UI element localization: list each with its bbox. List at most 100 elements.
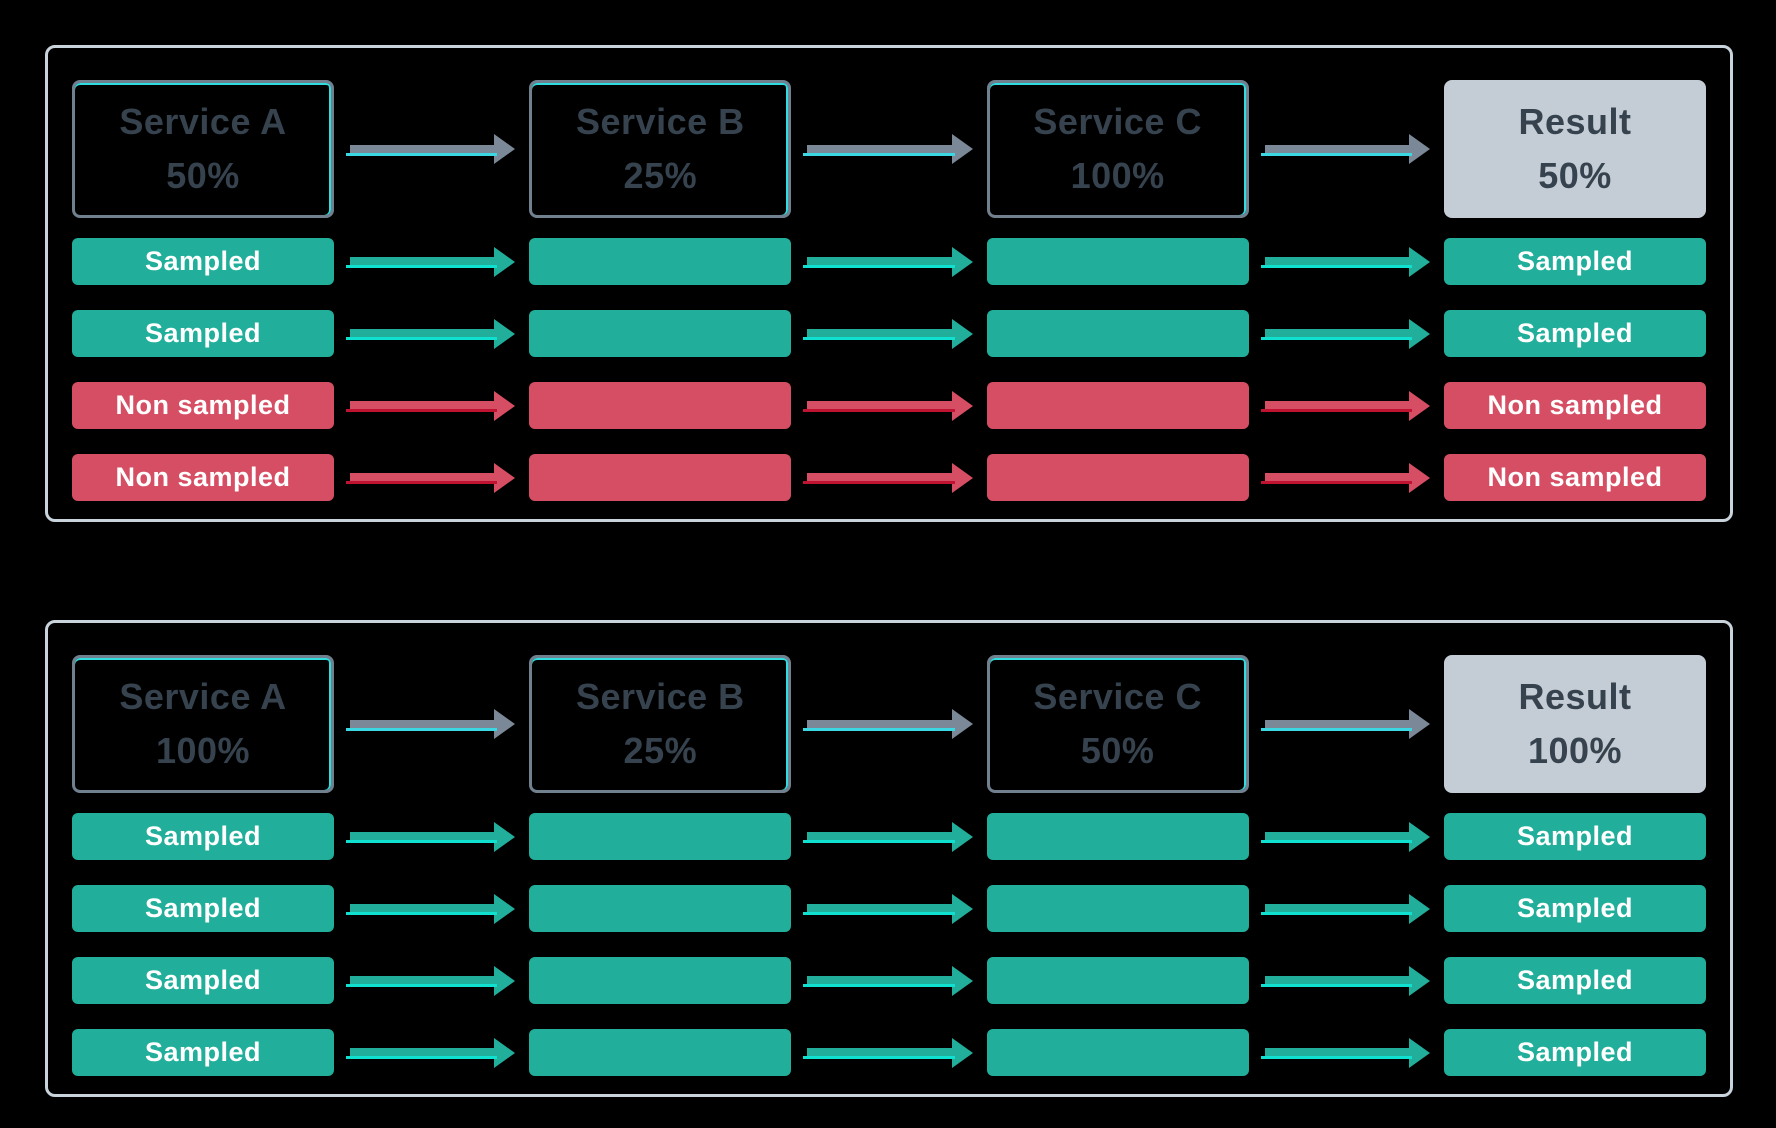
arrow-head-icon (1408, 246, 1430, 277)
arrow-head-icon (494, 1037, 516, 1068)
trace-status-pill: Non sampled (1443, 382, 1706, 429)
trace-bar (529, 310, 792, 357)
arrow-head-icon (951, 318, 973, 349)
arrow-shaft (803, 401, 955, 412)
flow-arrow (345, 462, 516, 493)
arrow-shaft (803, 719, 955, 731)
flow-arrow (803, 246, 973, 277)
flow-arrow (803, 462, 973, 493)
arrow-shaft (1260, 904, 1413, 915)
flow-arrow (345, 134, 516, 164)
arrow-head-icon (1408, 390, 1430, 421)
flow-arrow (803, 965, 973, 996)
trace-status-pill: Sampled (72, 957, 334, 1004)
trace-row: Sampled Sampled (72, 1029, 1706, 1076)
service-rate: 50% (166, 155, 240, 196)
trace-status-label: Non sampled (1487, 462, 1663, 492)
arrow-head-icon (951, 134, 973, 164)
flow-arrow (345, 893, 516, 924)
flow-arrow (1260, 462, 1430, 493)
flow-arrow (345, 390, 516, 421)
arrow-head-icon (951, 893, 973, 924)
trace-status-label: Sampled (144, 318, 262, 348)
trace-bar (986, 454, 1249, 501)
trace-status-label: Non sampled (115, 390, 291, 420)
service-a-node: Service A 100% (72, 655, 334, 793)
flow-arrow (1260, 134, 1430, 164)
trace-status-label: Sampled (144, 965, 262, 995)
trace-status-pill: Non sampled (72, 382, 334, 429)
arrow-shaft (803, 1048, 955, 1059)
arrow-shaft (345, 144, 498, 156)
service-label: Service A (119, 676, 287, 717)
trace-status-label: Sampled (144, 893, 262, 923)
result-node: Result 50% (1443, 80, 1706, 218)
arrow-head-icon (494, 893, 516, 924)
flow-arrow (1260, 390, 1430, 421)
trace-status-pill: Sampled (1443, 885, 1706, 932)
trace-row: Sampled Sampled (72, 238, 1706, 285)
result-rate: 50% (1538, 155, 1612, 196)
arrow-shaft (345, 401, 498, 412)
trace-row: Non sampled Non sampled (72, 382, 1706, 429)
arrow-shaft (1260, 832, 1413, 843)
trace-status-label: Sampled (144, 1037, 262, 1067)
trace-bar (529, 238, 792, 285)
arrow-shaft (803, 832, 955, 843)
flow-arrow (1260, 1037, 1430, 1068)
flow-arrow (345, 1037, 516, 1068)
trace-bar (529, 813, 792, 860)
trace-status-pill: Sampled (72, 310, 334, 357)
flow-arrow (345, 821, 516, 852)
arrow-head-icon (1408, 893, 1430, 924)
trace-status-label: Sampled (1516, 318, 1633, 348)
sampling-scenario-1-panel: Service A 50% Service B 25% Service C 10… (45, 45, 1733, 522)
arrow-shaft (803, 257, 955, 268)
service-c-node: Service C 100% (986, 80, 1249, 218)
arrow-shaft (345, 329, 498, 340)
arrow-head-icon (494, 318, 516, 349)
arrow-head-icon (1408, 134, 1430, 164)
trace-bar (529, 1029, 792, 1076)
trace-status-pill: Sampled (72, 813, 334, 860)
trace-status-pill: Sampled (1443, 957, 1706, 1004)
arrow-shaft (1260, 719, 1413, 731)
service-a-node: Service A 50% (72, 80, 334, 218)
trace-status-pill: Sampled (1443, 310, 1706, 357)
flow-arrow (1260, 965, 1430, 996)
flow-arrow (803, 709, 973, 739)
arrow-head-icon (494, 246, 516, 277)
trace-bar (986, 382, 1249, 429)
arrow-shaft (803, 904, 955, 915)
trace-bar (986, 957, 1249, 1004)
arrow-shaft (345, 1048, 498, 1059)
service-label: Service B (576, 676, 745, 717)
trace-status-pill: Sampled (1443, 1029, 1706, 1076)
trace-row: Sampled Sampled (72, 813, 1706, 860)
arrow-head-icon (1408, 821, 1430, 852)
services-row: Service A 50% Service B 25% Service C 10… (72, 80, 1706, 218)
service-label: Service A (119, 101, 287, 142)
arrow-head-icon (494, 134, 516, 164)
arrow-shaft (345, 719, 498, 731)
trace-status-label: Non sampled (115, 462, 291, 492)
service-label: Service C (1033, 676, 1202, 717)
trace-bar (986, 238, 1249, 285)
arrow-head-icon (951, 821, 973, 852)
arrow-shaft (345, 257, 498, 268)
trace-status-pill: Non sampled (1443, 454, 1706, 501)
sampling-scenario-2-panel: Service A 100% Service B 25% Service C 5… (45, 620, 1733, 1097)
arrow-head-icon (951, 462, 973, 493)
trace-status-label: Sampled (1516, 965, 1633, 995)
arrow-shaft (803, 976, 955, 987)
trace-status-label: Sampled (1516, 821, 1633, 851)
arrow-head-icon (951, 246, 973, 277)
trace-bar (529, 382, 792, 429)
service-rate: 25% (623, 155, 698, 196)
trace-row: Sampled Sampled (72, 957, 1706, 1004)
arrow-shaft (1260, 473, 1413, 484)
arrow-shaft (345, 832, 498, 843)
arrow-head-icon (1408, 709, 1430, 739)
arrow-shaft (345, 473, 498, 484)
arrow-head-icon (951, 965, 973, 996)
